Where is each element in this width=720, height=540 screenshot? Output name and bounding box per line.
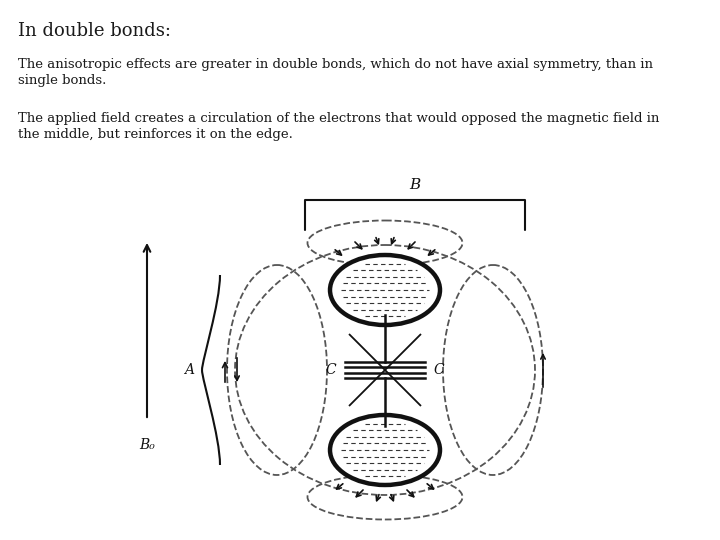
Text: The anisotropic effects are greater in double bonds, which do not have axial sym: The anisotropic effects are greater in d…	[18, 58, 653, 71]
Ellipse shape	[330, 415, 440, 485]
Text: The applied field creates a circulation of the electrons that would opposed the : The applied field creates a circulation …	[18, 112, 660, 125]
Text: B₀: B₀	[139, 438, 155, 452]
Text: In double bonds:: In double bonds:	[18, 22, 171, 40]
Ellipse shape	[330, 255, 440, 325]
Text: single bonds.: single bonds.	[18, 74, 107, 87]
Text: A: A	[184, 363, 194, 377]
Text: C: C	[433, 363, 444, 377]
Text: C: C	[325, 363, 336, 377]
Text: the middle, but reinforces it on the edge.: the middle, but reinforces it on the edg…	[18, 128, 293, 141]
Text: B: B	[410, 178, 420, 192]
